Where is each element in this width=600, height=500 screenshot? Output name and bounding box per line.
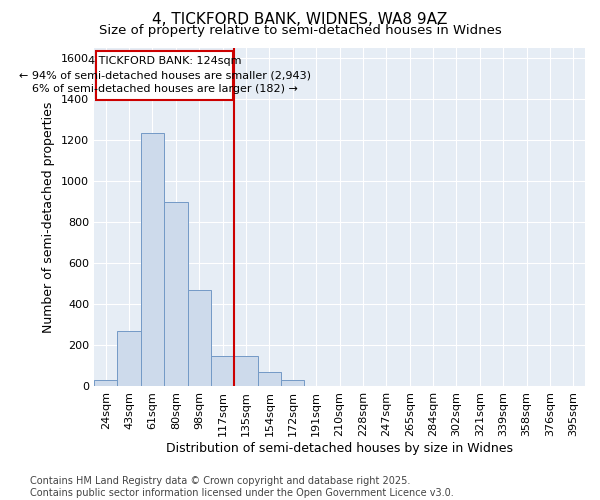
Bar bbox=[118, 331, 141, 386]
X-axis label: Distribution of semi-detached houses by size in Widnes: Distribution of semi-detached houses by … bbox=[166, 442, 513, 455]
Y-axis label: Number of semi-detached properties: Number of semi-detached properties bbox=[43, 102, 55, 332]
Text: 6% of semi-detached houses are larger (182) →: 6% of semi-detached houses are larger (1… bbox=[32, 84, 298, 94]
Text: Contains HM Land Registry data © Crown copyright and database right 2025.
Contai: Contains HM Land Registry data © Crown c… bbox=[30, 476, 454, 498]
Bar bbox=[234, 356, 257, 386]
Text: 4 TICKFORD BANK: 124sqm: 4 TICKFORD BANK: 124sqm bbox=[88, 56, 241, 66]
Text: ← 94% of semi-detached houses are smaller (2,943): ← 94% of semi-detached houses are smalle… bbox=[19, 70, 311, 80]
Bar bbox=[164, 202, 188, 386]
Bar bbox=[281, 380, 304, 386]
Bar bbox=[257, 372, 281, 386]
Bar bbox=[188, 290, 211, 386]
FancyBboxPatch shape bbox=[97, 50, 233, 100]
Bar bbox=[211, 356, 234, 386]
Bar bbox=[94, 380, 118, 386]
Text: 4, TICKFORD BANK, WIDNES, WA8 9AZ: 4, TICKFORD BANK, WIDNES, WA8 9AZ bbox=[152, 12, 448, 28]
Bar bbox=[141, 133, 164, 386]
Text: Size of property relative to semi-detached houses in Widnes: Size of property relative to semi-detach… bbox=[98, 24, 502, 37]
